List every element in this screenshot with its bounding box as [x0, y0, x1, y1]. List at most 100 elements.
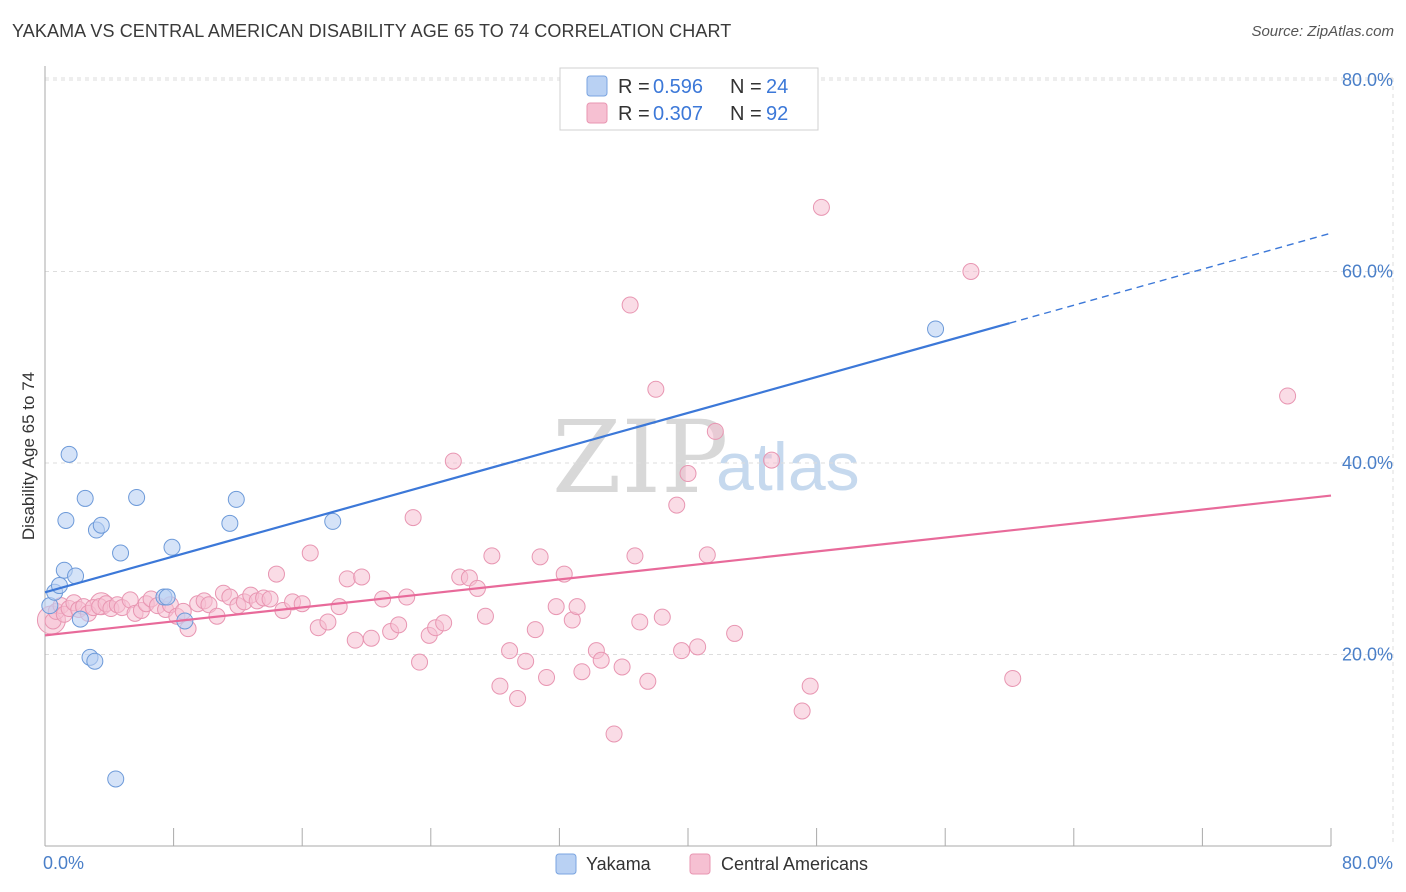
legend-r-value: 0.307 [653, 103, 703, 125]
yakama-trend-extension [1009, 232, 1332, 324]
central-americans-point [647, 380, 665, 398]
legend-r-label: R = [618, 103, 650, 125]
central-americans-point [626, 547, 644, 565]
central-americans-point [653, 608, 671, 626]
central-americans-point [330, 598, 348, 616]
bottom-legend-label-yakama: Yakama [586, 854, 652, 874]
yakama-trend-line [44, 322, 1010, 594]
central-americans-point [501, 642, 519, 660]
central-americans-point [706, 422, 724, 440]
central-americans-point [200, 596, 218, 614]
central-americans-point [353, 568, 371, 586]
central-americans-point [444, 452, 462, 470]
y-axis-label: Disability Age 65 to 74 [19, 372, 38, 540]
central-americans-point [509, 690, 527, 708]
central-americans-point [301, 544, 319, 562]
central-americans-point [338, 570, 356, 588]
central-americans-point [390, 616, 408, 634]
yakama-point [163, 538, 181, 556]
y-tick-label: 80.0% [1342, 70, 1393, 90]
yakama-point [76, 489, 94, 507]
central-americans-point [526, 621, 544, 639]
yakama-point [324, 512, 342, 530]
legend-n-value: 24 [766, 76, 788, 98]
source-label: Source: ZipAtlas.com [1251, 23, 1394, 40]
tick-labels: 20.0% 40.0% 60.0% 80.0% 0.0% 80.0% [43, 70, 1393, 873]
central-americans-point [261, 590, 279, 608]
central-americans-point [1004, 669, 1022, 687]
central-americans-point [538, 668, 556, 686]
yakama-point [128, 488, 146, 506]
series-legend: Yakama Central Americans [555, 853, 868, 875]
central-americans-point [573, 663, 591, 681]
central-americans-point [319, 613, 337, 631]
central-americans-point [404, 509, 422, 527]
yakama-point [112, 544, 130, 562]
central-americans-point [491, 677, 509, 695]
x-tick-label: 80.0% [1342, 853, 1393, 873]
central-americans-point [962, 263, 980, 280]
watermark-zip: ZIP [552, 399, 728, 516]
yakama-points [41, 320, 945, 788]
central-americans-point [362, 629, 380, 647]
central-americans-point [673, 642, 691, 660]
central-americans-trend-line [44, 494, 1332, 637]
gridlines [45, 77, 1394, 846]
central-americans-point [763, 451, 781, 469]
central-americans-point [267, 565, 285, 583]
central-americans-point [801, 677, 819, 695]
axes [44, 66, 1332, 847]
yakama-point [227, 490, 245, 508]
yakama-point [221, 514, 239, 532]
central-americans-point [621, 296, 639, 314]
bottom-legend-swatch-yakama [555, 853, 577, 875]
trend-lines [44, 232, 1332, 637]
central-americans-point [605, 725, 623, 743]
x-tick-label: 0.0% [43, 853, 84, 873]
legend-r-value: 0.596 [653, 76, 703, 98]
central-americans-points [36, 198, 1297, 743]
y-tick-label: 40.0% [1342, 453, 1393, 473]
central-americans-point [568, 598, 586, 616]
legend-n-label: N = [730, 76, 762, 98]
legend-n-label: N = [730, 103, 762, 125]
y-tick-label: 60.0% [1342, 262, 1393, 282]
yakama-point [107, 770, 125, 788]
central-americans-point [689, 638, 707, 656]
central-americans-point [483, 547, 501, 565]
central-americans-point [613, 658, 631, 676]
legend-swatch-yakama [586, 75, 608, 97]
central-americans-point [293, 595, 311, 613]
central-americans-point [812, 198, 830, 216]
central-americans-point [531, 548, 549, 566]
legend-n-value: 92 [766, 103, 788, 125]
central-americans-point [1279, 387, 1297, 405]
central-americans-point [668, 496, 686, 514]
legend-swatch-central-americans [586, 102, 608, 124]
yakama-point [71, 610, 89, 628]
central-americans-point [435, 614, 453, 632]
central-americans-point [346, 631, 364, 649]
central-americans-point [698, 546, 716, 564]
central-americans-point [517, 652, 535, 670]
yakama-point [86, 652, 104, 670]
central-americans-point [726, 624, 744, 642]
yakama-point [57, 511, 75, 529]
yakama-point [60, 445, 78, 463]
y-tick-label: 20.0% [1342, 645, 1393, 665]
bottom-legend-label-central-americans: Central Americans [721, 854, 868, 874]
bottom-legend-swatch-central-americans [689, 853, 711, 875]
central-americans-point [639, 672, 657, 690]
yakama-point [927, 320, 945, 338]
central-americans-point [679, 465, 697, 483]
central-americans-point [793, 702, 811, 720]
watermark-atlas: atlas [716, 429, 860, 505]
chart-title: YAKAMA VS CENTRAL AMERICAN DISABILITY AG… [12, 21, 732, 41]
central-americans-point [547, 598, 565, 616]
correlation-legend: R = 0.596 N = 24 R = 0.307 N = 92 [559, 67, 819, 131]
central-americans-point [631, 613, 649, 631]
central-americans-point [476, 607, 494, 625]
central-americans-point [592, 651, 610, 669]
yakama-point [158, 588, 176, 606]
